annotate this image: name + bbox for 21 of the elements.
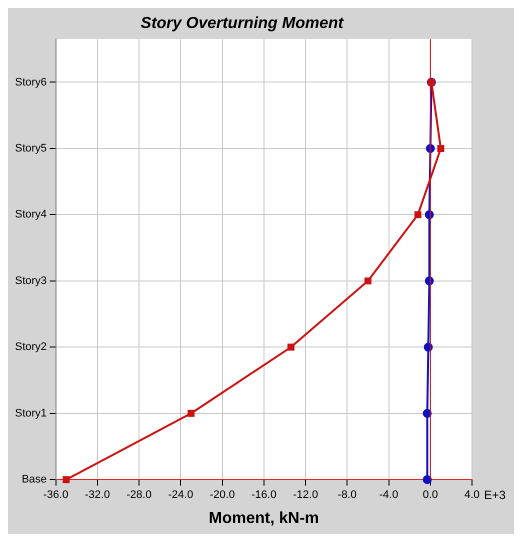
y-tick-label: Story3 (14, 274, 47, 287)
y-tick-label: Story5 (14, 142, 47, 155)
y-tick-label: Story6 (14, 76, 47, 88)
x-tick-label: -32.0 (84, 489, 110, 502)
y-tick-label: Base (22, 474, 47, 486)
x-tick-label: 4.0 (464, 489, 480, 502)
chart-title: Story Overturning Moment (140, 15, 344, 32)
x-tick-label: -20.0 (210, 489, 235, 502)
text: E+3 (484, 488, 506, 502)
x-tick-label: -12.0 (292, 489, 318, 502)
x-tick-label: -16.0 (251, 489, 276, 502)
x-tick-label: 0.0 (422, 489, 438, 502)
x-tick-label: -28.0 (126, 489, 152, 502)
x-axis-title: Moment, kN-m (208, 510, 320, 527)
x-tick-label: -36.0 (43, 489, 68, 502)
x-tick-label: -4.0 (379, 489, 398, 502)
x-tick-label: -24.0 (168, 489, 194, 502)
y-tick-label: Story1 (14, 407, 47, 420)
y-tick-label: Story2 (14, 341, 47, 354)
x-tick-label: -8.0 (338, 489, 357, 502)
y-tick-label: Story4 (14, 208, 47, 221)
